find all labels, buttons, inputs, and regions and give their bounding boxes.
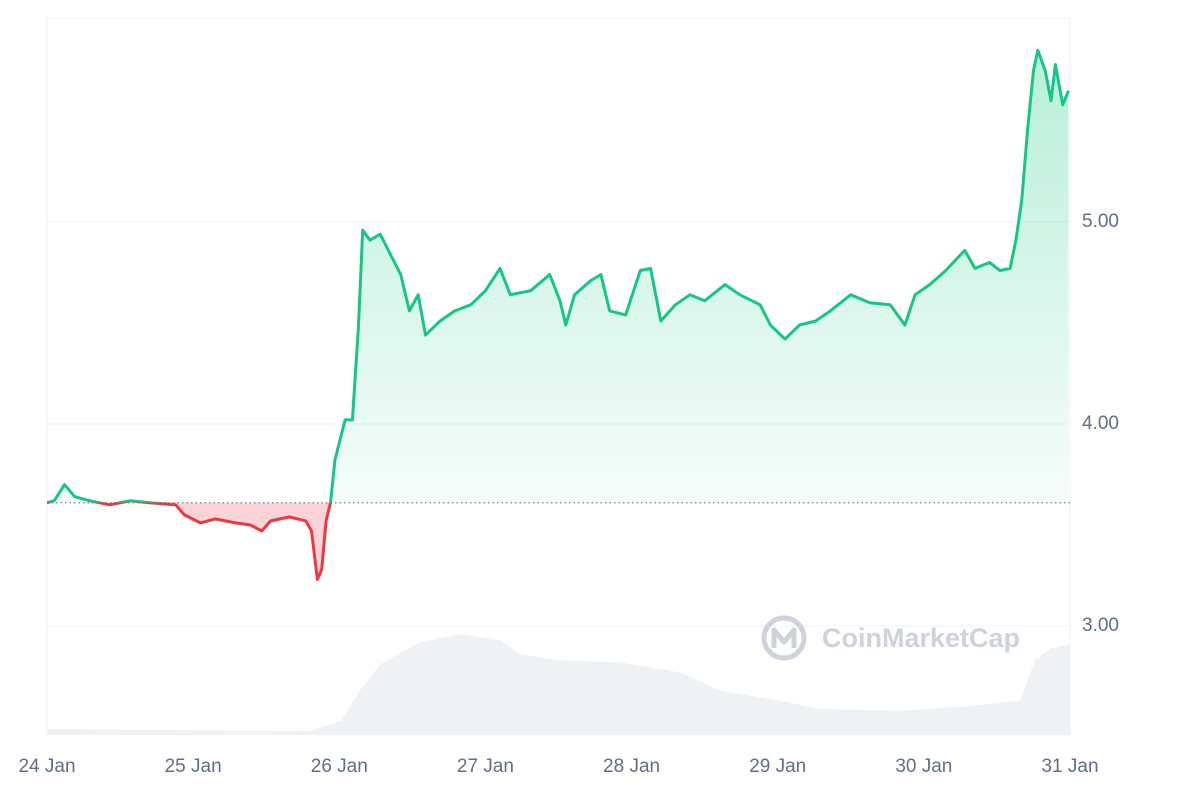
y-tick-label: 4.00 <box>1082 413 1119 434</box>
x-tick-label: 24 Jan <box>18 756 75 777</box>
x-tick-label: 30 Jan <box>895 756 952 777</box>
y-tick-label: 5.00 <box>1082 211 1119 232</box>
watermark-logo-mark <box>771 627 797 648</box>
price-line <box>46 48 1070 581</box>
x-tick-label: 31 Jan <box>1041 756 1098 777</box>
x-tick-label: 26 Jan <box>311 756 368 777</box>
price-area <box>47 50 1069 580</box>
volume-area <box>47 634 1070 735</box>
y-tick-label: 3.00 <box>1082 615 1119 636</box>
watermark-logo <box>761 615 807 661</box>
x-tick-label: 28 Jan <box>603 756 660 777</box>
x-tick-label: 29 Jan <box>749 756 806 777</box>
x-tick-label: 27 Jan <box>457 756 514 777</box>
watermark-text: CoinMarketCap <box>822 623 1020 653</box>
watermark: CoinMarketCap <box>761 615 1020 661</box>
x-tick-label: 25 Jan <box>165 756 222 777</box>
